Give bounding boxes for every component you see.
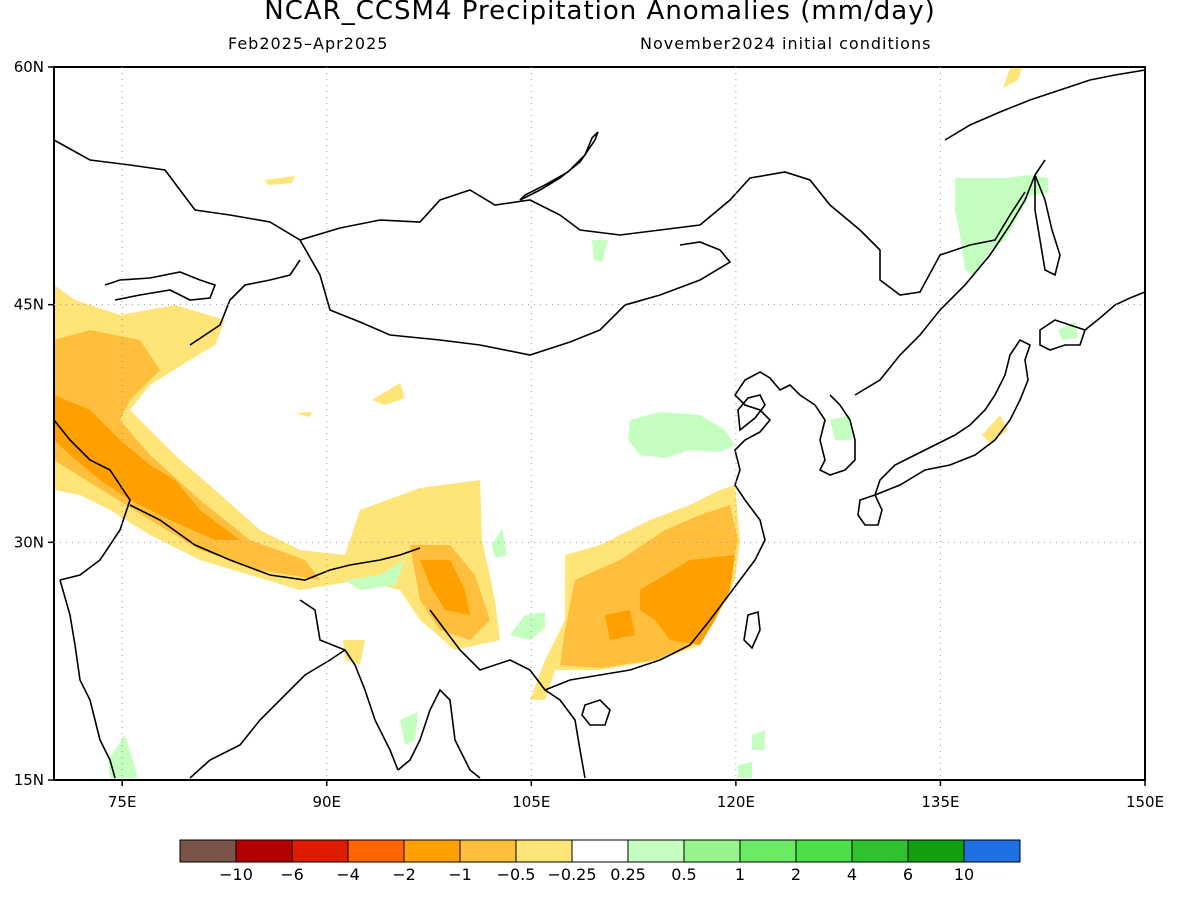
dry-anomaly-kamchatka (1003, 68, 1022, 88)
russia-far-east (854, 159, 1046, 396)
graticule (54, 67, 1145, 780)
colorbar-label: 2 (791, 865, 801, 884)
wet-anomaly-manchuria (955, 175, 1048, 275)
coastlines (53, 69, 1146, 779)
anomaly-shading (54, 68, 1078, 778)
colorbar-label: −6 (280, 865, 304, 884)
dry-anomaly-dzungaria (265, 176, 295, 185)
colorbar-swatch (347, 839, 405, 863)
dry-anomaly-tarim (372, 383, 405, 405)
colorbar-label: −1 (448, 865, 472, 884)
wet-anomaly-yunnan (510, 612, 545, 640)
colorbar: −10 −6 −4 −2 −1 −0.5 −0.25 0.25 0.5 1 2 4 6 10 (179, 839, 1021, 884)
japan-honshu (873, 338, 1031, 497)
south-china-coast (544, 371, 816, 691)
colorbar-swatch (571, 839, 629, 863)
colorbar-swatch (851, 839, 909, 863)
okhotsk-coast (944, 69, 1146, 141)
himalaya-border (129, 504, 421, 581)
lat-tick-label: 60N (14, 58, 44, 76)
korea (814, 394, 856, 476)
lon-tick-label: 105E (512, 793, 550, 811)
colorbar-swatch (235, 839, 293, 863)
colorbar-label: 6 (903, 865, 913, 884)
initial-conditions: November2024 initial conditions (640, 34, 932, 53)
lon-tick-label: 120E (717, 793, 755, 811)
colorbar-label: 1 (735, 865, 745, 884)
colorbar-swatch (627, 839, 685, 863)
wet-anomaly-india (108, 735, 138, 778)
dry-anomaly-se-china-core (605, 555, 735, 645)
mongolia-china-border (299, 239, 732, 356)
colorbar-label: −10 (219, 865, 253, 884)
colorbar-label: −4 (336, 865, 360, 884)
forecast-period: Feb2025–Apr2025 (228, 34, 389, 53)
colorbar-swatch (291, 839, 349, 863)
map-frame (53, 66, 1146, 781)
china-kazakh-border (189, 259, 301, 346)
lat-tick-label: 30N (14, 533, 44, 551)
japan-kyushu (857, 494, 883, 526)
colorbar-label: 4 (847, 865, 857, 884)
colorbar-swatch (795, 839, 853, 863)
bohai-coast (737, 394, 766, 432)
axis-ticks: 75E 90E 105E 120E 135E 150E 60N 45N 30N 15N (14, 58, 1164, 811)
india-east-coast (189, 649, 346, 779)
colorbar-swatch (963, 839, 1021, 863)
bangladesh (299, 599, 399, 771)
taiwan (743, 610, 761, 650)
wet-anomaly-sichuan (492, 528, 507, 558)
colorbar-label: −0.5 (497, 865, 536, 884)
colorbar-label: 0.5 (671, 865, 696, 884)
wet-anomaly-assam (345, 560, 405, 590)
lake-baikal (519, 131, 599, 201)
lon-tick-label: 90E (312, 793, 341, 811)
wet-anomaly-korea (830, 415, 852, 440)
wet-anomaly-north-china (628, 412, 735, 458)
kazakh-coast (104, 271, 217, 301)
lat-tick-label: 45N (14, 296, 44, 314)
colorbar-swatch (403, 839, 461, 863)
colorbar-swatch (907, 839, 965, 863)
lon-tick-label: 150E (1126, 793, 1164, 811)
india-coast (59, 579, 116, 779)
colorbar-label: −0.25 (547, 865, 596, 884)
dry-anomaly-himalaya-core (54, 395, 470, 615)
lon-tick-label: 135E (921, 793, 959, 811)
dry-anomaly-himalaya (54, 285, 500, 650)
japan-hokkaido (1039, 319, 1087, 351)
colorbar-swatch (515, 839, 573, 863)
hainan (581, 699, 611, 726)
kurils (1084, 291, 1146, 331)
sakhalin (1034, 174, 1061, 277)
dry-anomaly-small (295, 412, 312, 417)
colorbar-swatch (739, 839, 797, 863)
dry-anomaly-japan (982, 415, 1008, 443)
wet-anomaly-luzon (738, 730, 765, 778)
pakistan-india-border (53, 419, 131, 581)
colorbar-label: −2 (392, 865, 416, 884)
colorbar-label: 0.25 (610, 865, 646, 884)
indochina-border (429, 609, 586, 779)
colorbar-swatch (683, 839, 741, 863)
dry-anomaly-hainan-north (343, 640, 365, 665)
wet-anomaly-mongolia (592, 240, 608, 262)
lat-tick-label: 15N (14, 771, 44, 789)
wet-anomaly-myanmar (400, 712, 418, 745)
colorbar-label: 10 (954, 865, 974, 884)
colorbar-swatch (179, 839, 237, 863)
russia-border (53, 139, 1026, 296)
colorbar-swatch (459, 839, 517, 863)
lon-tick-label: 75E (108, 793, 137, 811)
myanmar-thai-coast (397, 688, 481, 779)
map-title: NCAR_CCSM4 Precipitation Anomalies (mm/d… (264, 0, 936, 26)
